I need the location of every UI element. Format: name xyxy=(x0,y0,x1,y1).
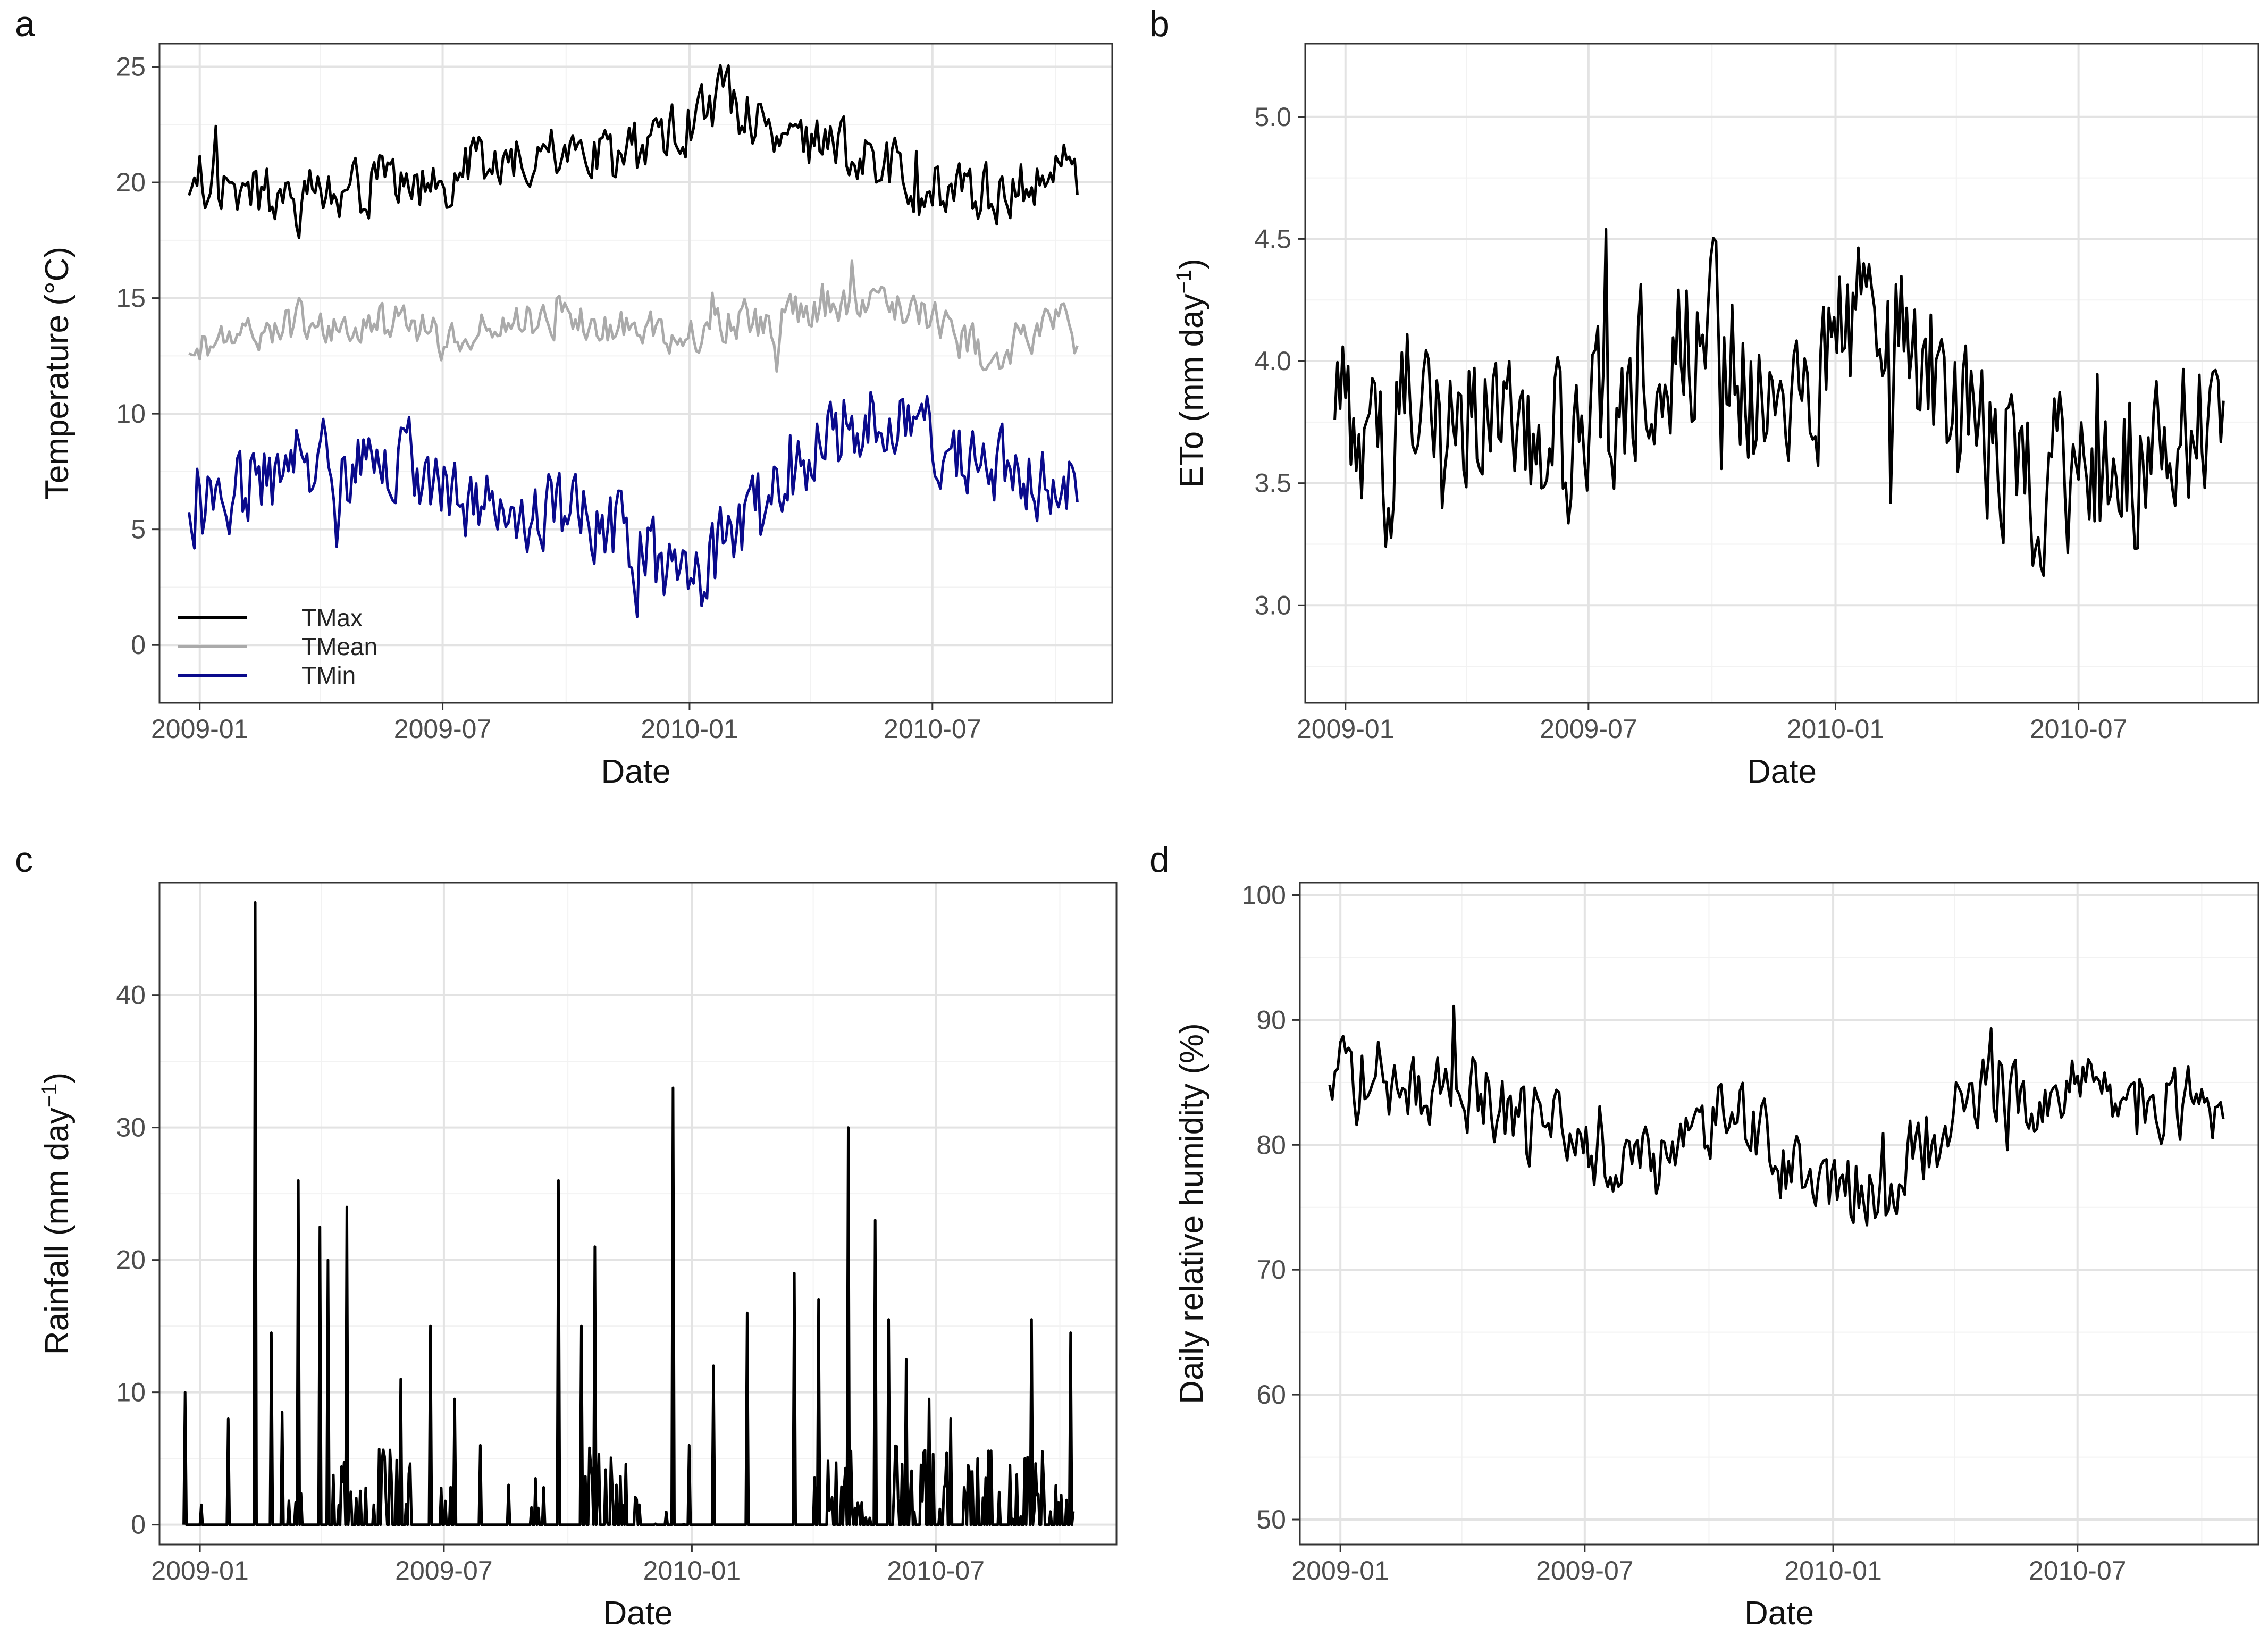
x-tick-label: 2009-01 xyxy=(151,714,249,744)
x-tick-label: 2010-07 xyxy=(2029,1556,2127,1585)
y-tick-label: 10 xyxy=(116,399,146,429)
x-axis-title: Date xyxy=(1744,1595,1814,1632)
x-tick-label: 2010-01 xyxy=(1787,714,1885,744)
y-axis-title: ETo (mm day−1) xyxy=(1172,258,1210,488)
legend-label: TMax xyxy=(301,604,363,632)
x-tick-label: 2010-01 xyxy=(643,1556,741,1585)
panel-d: d 50 60 70 80 90 100 2009-01 2009-07 2010-01 2010-… xyxy=(1149,840,2259,1632)
y-tick-label: 25 xyxy=(116,52,146,82)
panel-border xyxy=(158,882,1118,1546)
x-tick-label: 2010-07 xyxy=(887,1556,985,1585)
y-tick-label: 3.5 xyxy=(1254,468,1291,498)
legend-label: TMin xyxy=(301,661,356,689)
x-tick-label: 2009-07 xyxy=(395,1556,493,1585)
x-tick-label: 2009-01 xyxy=(1291,1556,1389,1585)
y-tick-label: 5.0 xyxy=(1254,102,1291,132)
panel-border xyxy=(158,43,1113,704)
y-tick-label: 20 xyxy=(116,167,146,197)
y-tick-label: 3.0 xyxy=(1254,590,1291,620)
panel-border xyxy=(1299,882,2259,1546)
panel-a: a 0 5 10 15 20 25 2009-01 2009-07 2010-01 2010-07 D… xyxy=(15,4,1113,790)
y-tick-label: 80 xyxy=(1256,1130,1286,1160)
x-tick-label: 2009-07 xyxy=(1536,1556,1634,1585)
y-tick-label: 60 xyxy=(1256,1380,1286,1410)
y-tick-label: 10 xyxy=(116,1378,146,1407)
plot-background xyxy=(1305,44,2258,703)
x-tick-label: 2009-07 xyxy=(1540,714,1637,744)
legend-label: TMean xyxy=(301,633,377,660)
plot-background xyxy=(1300,883,2258,1545)
y-tick-label: 50 xyxy=(1256,1505,1286,1534)
y-tick-label: 20 xyxy=(116,1245,146,1275)
y-axis-title: Temperature (°C) xyxy=(39,247,75,500)
series-line-tmax xyxy=(188,64,1079,239)
panel-letter: b xyxy=(1149,4,1170,44)
series-line-tmin xyxy=(188,391,1079,618)
series-line-eto xyxy=(1333,228,2225,577)
panel-b: b 3.0 3.5 4.0 4.5 5.0 2009-01 2009-07 2010-01 201… xyxy=(1149,4,2259,790)
x-axis-title: Date xyxy=(1747,753,1817,790)
y-tick-label: 4.5 xyxy=(1254,224,1291,254)
y-axis-title: Rainfall (mm day−1) xyxy=(38,1072,75,1355)
y-tick-label: 40 xyxy=(116,980,146,1010)
y-tick-label: 70 xyxy=(1256,1255,1286,1285)
x-axis-title: Date xyxy=(601,753,671,790)
y-tick-label: 15 xyxy=(116,283,146,313)
series-line-daily-relative-humidity xyxy=(1328,1004,2225,1227)
x-tick-label: 2010-01 xyxy=(641,714,738,744)
y-tick-label: 0 xyxy=(131,1510,146,1540)
panel-border xyxy=(1304,43,2259,704)
x-tick-label: 2010-07 xyxy=(2030,714,2128,744)
x-tick-label: 2010-07 xyxy=(884,714,981,744)
y-tick-label: 100 xyxy=(1242,880,1286,910)
x-tick-label: 2009-07 xyxy=(394,714,492,744)
y-tick-label: 30 xyxy=(116,1113,146,1143)
y-tick-label: 90 xyxy=(1256,1005,1286,1035)
panel-letter: d xyxy=(1149,840,1170,880)
y-tick-label: 0 xyxy=(131,630,146,660)
x-axis-title: Date xyxy=(603,1595,673,1632)
plot-background xyxy=(159,883,1116,1545)
panel-letter: a xyxy=(15,4,35,44)
series-line-tmean xyxy=(188,259,1079,373)
x-tick-label: 2010-01 xyxy=(1784,1556,1882,1585)
y-axis-title: Daily relative humidity (%) xyxy=(1173,1023,1210,1404)
y-tick-label: 4.0 xyxy=(1254,346,1291,376)
x-tick-label: 2009-01 xyxy=(1297,714,1395,744)
panel-c: c 0 10 20 30 40 2009-01 2009-07 2010-01 2010-07 Da… xyxy=(15,840,1118,1632)
y-tick-label: 5 xyxy=(131,515,146,544)
x-tick-label: 2009-01 xyxy=(151,1556,249,1585)
series-line-rainfall xyxy=(182,901,1075,1526)
panel-letter: c xyxy=(15,840,33,880)
